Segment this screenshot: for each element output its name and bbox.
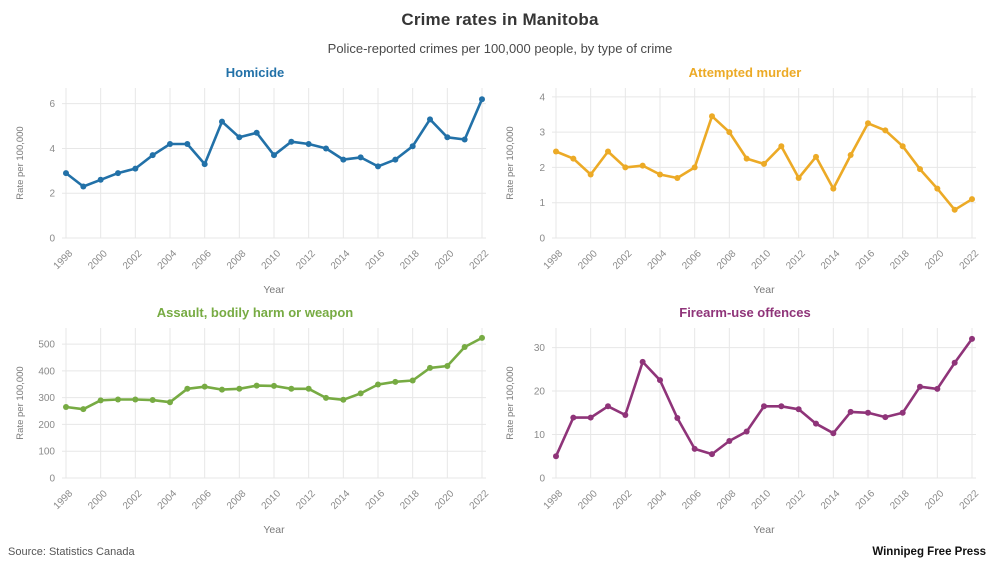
svg-text:2022: 2022 [958,488,982,512]
svg-text:2020: 2020 [923,488,947,512]
page-subtitle: Police-reported crimes per 100,000 peopl… [327,41,673,56]
svg-text:1998: 1998 [542,488,566,512]
svg-text:3: 3 [539,128,545,139]
chart-firearm: Firearm-use offences 0 10 20 30 1998 2000 2002… [500,302,990,542]
svg-text:2010: 2010 [750,488,774,512]
svg-text:2020: 2020 [433,248,457,272]
svg-text:2008: 2008 [225,488,249,512]
svg-text:Year: Year [263,524,285,536]
svg-text:20: 20 [534,387,546,398]
svg-text:2002: 2002 [611,248,635,272]
svg-text:6: 6 [49,99,55,110]
svg-text:2014: 2014 [819,488,843,512]
chart-homicide: Homicide 0 2 4 6 1998 2000 2002 2004 2006 2008 201… [10,62,500,302]
svg-text:Year: Year [753,524,775,536]
svg-text:Year: Year [753,284,775,296]
svg-text:2010: 2010 [260,248,284,272]
chart-title-attempted-murder: Attempted murder [688,65,802,80]
svg-text:2000: 2000 [86,488,110,512]
svg-text:2004: 2004 [646,248,670,272]
chart-title-homicide: Homicide [225,65,285,80]
svg-text:2010: 2010 [750,248,774,272]
svg-text:1: 1 [539,198,545,209]
svg-text:4: 4 [539,92,545,103]
svg-text:2002: 2002 [121,488,145,512]
svg-text:2014: 2014 [329,248,353,272]
svg-text:2014: 2014 [329,488,353,512]
svg-text:2010: 2010 [260,488,284,512]
svg-text:2000: 2000 [576,488,600,512]
svg-text:2022: 2022 [468,248,492,272]
svg-text:2014: 2014 [819,248,843,272]
svg-text:2020: 2020 [923,248,947,272]
svg-text:2004: 2004 [646,488,670,512]
svg-text:1998: 1998 [542,248,566,272]
svg-text:0: 0 [539,474,545,485]
svg-text:2018: 2018 [888,248,912,272]
svg-text:100: 100 [38,447,55,458]
chart-attempted-murder: Attempted murder 0 1 2 3 4 1998 2000 2002 2004 20… [500,62,990,302]
footer: Source: Statistics Canada Winnipeg Free … [0,546,1000,558]
svg-text:2018: 2018 [888,488,912,512]
svg-text:2016: 2016 [854,248,878,272]
svg-text:2006: 2006 [680,488,704,512]
svg-text:4: 4 [49,144,55,155]
svg-text:2012: 2012 [784,488,808,512]
svg-text:Rate per 100,000: Rate per 100,000 [15,366,26,439]
header: Crime rates in Manitoba Police-reported … [0,0,1000,56]
svg-text:2: 2 [49,189,55,200]
svg-text:0: 0 [49,234,55,245]
svg-text:2018: 2018 [398,488,422,512]
svg-text:2022: 2022 [958,248,982,272]
svg-text:2016: 2016 [364,248,388,272]
svg-text:Year: Year [263,284,285,296]
svg-text:2000: 2000 [576,248,600,272]
charts-grid: Homicide 0 2 4 6 1998 2000 2002 2004 2006 2008 201… [0,62,1000,542]
chart-title-assault: Assault, bodily harm or weapon [156,305,354,320]
svg-text:0: 0 [539,234,545,245]
svg-text:300: 300 [38,393,55,404]
svg-text:500: 500 [38,340,55,351]
homicide-plot: 0 2 4 6 1998 2000 2002 2004 2006 2008 2010 2012 2014… [15,88,492,296]
svg-text:1998: 1998 [52,488,76,512]
svg-text:2020: 2020 [433,488,457,512]
svg-text:30: 30 [534,343,546,354]
svg-text:2022: 2022 [468,488,492,512]
svg-text:2016: 2016 [364,488,388,512]
chart-title-firearm: Firearm-use offences [679,305,811,320]
svg-text:Rate per 100,000: Rate per 100,000 [15,126,26,199]
svg-text:2002: 2002 [121,248,145,272]
svg-text:2006: 2006 [680,248,704,272]
svg-text:2000: 2000 [86,248,110,272]
svg-text:2012: 2012 [784,248,808,272]
source-note: Source: Statistics Canada [8,546,135,558]
svg-text:Rate per 100,000: Rate per 100,000 [505,126,516,199]
attempted-murder-plot: 0 1 2 3 4 1998 2000 2002 2004 2006 2008 2010 2012 201… [505,88,982,296]
svg-text:2004: 2004 [156,248,180,272]
svg-text:10: 10 [534,430,546,441]
firearm-plot: 0 10 20 30 1998 2000 2002 2004 2006 2008 2010 2012 2… [505,328,982,536]
svg-text:2008: 2008 [715,488,739,512]
page-title: Crime rates in Manitoba [401,10,599,29]
svg-text:2012: 2012 [294,248,318,272]
svg-text:2012: 2012 [294,488,318,512]
svg-text:1998: 1998 [52,248,76,272]
publisher-credit: Winnipeg Free Press [872,546,986,558]
svg-text:2008: 2008 [715,248,739,272]
svg-text:2008: 2008 [225,248,249,272]
assault-plot: 0 100 200 300 400 500 1998 2000 2002 2004 2006 2008… [15,328,492,536]
svg-text:400: 400 [38,366,55,377]
svg-text:2016: 2016 [854,488,878,512]
svg-text:200: 200 [38,420,55,431]
chart-assault: Assault, bodily harm or weapon 0 100 200 30… [10,302,500,542]
svg-text:2: 2 [539,163,545,174]
svg-text:2006: 2006 [190,488,214,512]
svg-text:0: 0 [49,474,55,485]
svg-text:2002: 2002 [611,488,635,512]
svg-text:2006: 2006 [190,248,214,272]
svg-text:2018: 2018 [398,248,422,272]
svg-text:2004: 2004 [156,488,180,512]
svg-text:Rate per 100,000: Rate per 100,000 [505,366,516,439]
